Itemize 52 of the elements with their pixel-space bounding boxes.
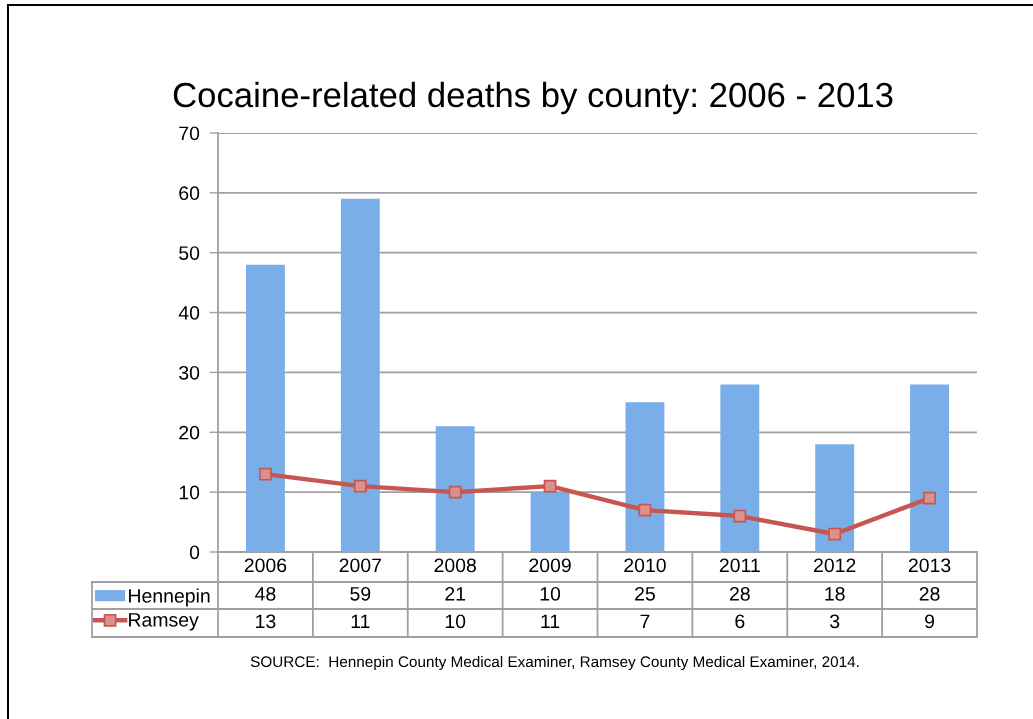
bar <box>910 384 950 552</box>
x-tick-label: 2008 <box>434 558 476 573</box>
bar <box>720 384 760 552</box>
point <box>828 527 842 541</box>
data-label: 6 <box>735 614 745 629</box>
data-label: 10 <box>445 614 466 629</box>
bar <box>435 426 475 552</box>
point <box>353 479 367 493</box>
data-label: 59 <box>350 586 371 601</box>
data-label: 9 <box>925 614 935 629</box>
point <box>259 467 272 481</box>
data-label: 28 <box>729 586 750 601</box>
bar <box>530 492 570 552</box>
bar <box>625 402 665 552</box>
data-label: 10 <box>540 586 561 601</box>
legend-label: Ramsey <box>129 613 199 631</box>
data-label: 28 <box>919 586 940 601</box>
y-tick-label: 60 <box>179 186 200 201</box>
data-label: 48 <box>255 586 276 601</box>
x-tick-label: 2007 <box>339 558 381 573</box>
data-label: 13 <box>256 614 276 629</box>
point <box>543 479 557 493</box>
y-tick-label: 30 <box>179 365 200 380</box>
y-tick-label: 70 <box>179 126 200 141</box>
bar <box>245 264 285 552</box>
point <box>923 491 936 505</box>
x-tick-label: 2013 <box>908 558 951 573</box>
y-tick-label: 10 <box>179 485 200 500</box>
x-tick-label: 2006 <box>244 558 287 573</box>
bar <box>340 198 380 552</box>
y-tick-label: 20 <box>179 425 200 440</box>
legend-label: Hennepin <box>129 588 210 607</box>
data-label: 3 <box>830 614 840 629</box>
point <box>638 503 652 517</box>
x-tick-label: 2010 <box>624 558 666 573</box>
source-note: SOURCE: Hennepin County Medical Examiner, Ramsey County Medical Examiner, 2014. <box>250 655 859 671</box>
x-tick-label: 2009 <box>529 558 571 573</box>
data-label: 7 <box>640 614 650 629</box>
y-tick-label: 0 <box>189 545 200 560</box>
data-label: 18 <box>825 586 845 601</box>
point <box>733 509 747 523</box>
point <box>448 485 462 499</box>
data-label: 11 <box>541 614 560 629</box>
chart-title: Cocaine-related deaths by county: 2006 - 2013 <box>173 81 893 115</box>
bar <box>815 444 855 552</box>
data-label: 25 <box>635 586 655 601</box>
x-tick-label: 2011 <box>719 558 760 573</box>
x-tick-label: 2012 <box>814 558 856 573</box>
data-label: 21 <box>445 586 466 601</box>
y-tick-label: 50 <box>179 246 200 260</box>
y-tick-label: 40 <box>178 306 200 320</box>
data-label: 11 <box>351 614 370 629</box>
